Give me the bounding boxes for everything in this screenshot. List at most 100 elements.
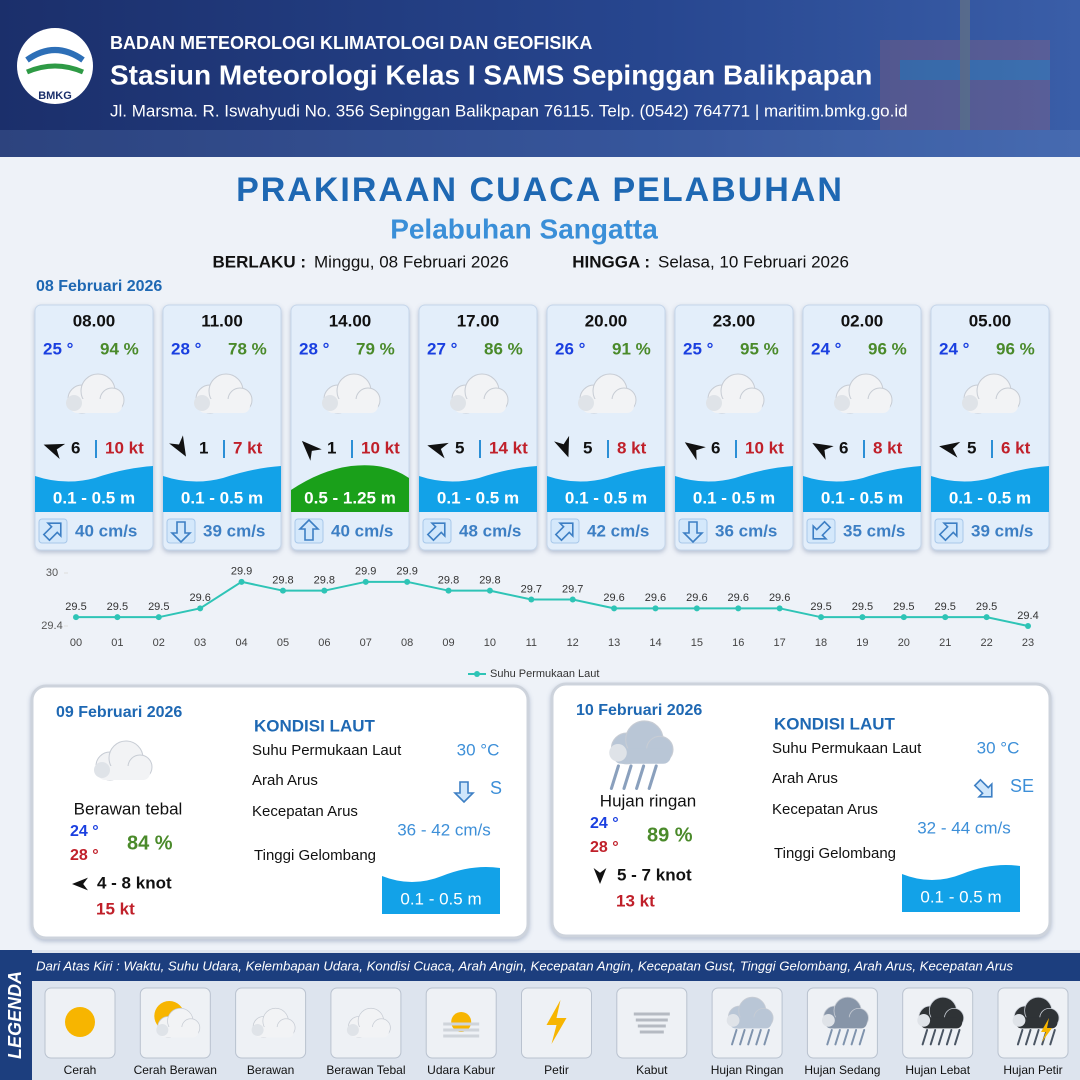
cloud-part bbox=[613, 748, 671, 764]
cloud-part bbox=[254, 1027, 294, 1038]
wave-height: 0.1 - 0.5 m bbox=[400, 889, 481, 908]
wind-arrow bbox=[939, 441, 961, 458]
sst-point bbox=[445, 587, 452, 594]
temperature: 26 ° bbox=[555, 339, 586, 358]
valid-to: Selasa, 10 Februari 2026 bbox=[658, 252, 849, 271]
time: 08.00 bbox=[73, 311, 116, 330]
current-speed: 35 cm/s bbox=[843, 521, 905, 540]
current-arrow bbox=[554, 522, 574, 542]
value-label: 29.7 bbox=[521, 583, 542, 595]
sst-point bbox=[776, 605, 783, 612]
value-label: 29.6 bbox=[645, 592, 666, 604]
wave-area bbox=[291, 465, 409, 512]
wave-height: 0.1 - 0.5 m bbox=[949, 488, 1031, 507]
temperature: 27 ° bbox=[427, 339, 458, 358]
sst-point bbox=[569, 596, 576, 603]
x-tick-label: 11 bbox=[526, 637, 537, 649]
legend-item: Berawan Tebal bbox=[326, 1063, 405, 1077]
cloud-part bbox=[609, 744, 627, 762]
wave-area bbox=[547, 466, 665, 512]
sst-point bbox=[114, 614, 121, 621]
cloud-icon bbox=[962, 373, 1021, 414]
cloud-part bbox=[920, 1017, 963, 1029]
sst: 30 °C bbox=[977, 738, 1020, 757]
current-dir-label: Arah Arus bbox=[772, 770, 838, 787]
agency: BADAN METEOROLOGI KLIMATOLOGI DAN GEOFIS… bbox=[110, 33, 592, 53]
temperature: 28 ° bbox=[299, 339, 330, 358]
current-dir-label: Arah Arus bbox=[252, 772, 318, 789]
cloud-part bbox=[582, 399, 634, 413]
humidity: 78 % bbox=[228, 339, 267, 358]
wind-speed: 6 bbox=[839, 438, 848, 457]
rain-line bbox=[921, 1029, 929, 1046]
cloud-icon bbox=[66, 373, 125, 414]
legend-heading: LEGENDA bbox=[5, 971, 25, 1059]
legend-item: Petir bbox=[544, 1063, 569, 1077]
rain-line bbox=[826, 1029, 833, 1046]
sst-line bbox=[76, 580, 1029, 627]
humidity: 86 % bbox=[484, 339, 523, 358]
rain-line bbox=[622, 764, 633, 790]
legend-item: Hujan Sedang bbox=[804, 1063, 880, 1077]
legend-item: Kabut bbox=[636, 1063, 668, 1077]
value-label: 29.6 bbox=[189, 592, 210, 604]
current-speed: 40 cm/s bbox=[331, 521, 393, 540]
cloud-icon bbox=[834, 373, 893, 414]
cloud-icon bbox=[156, 1007, 201, 1038]
cloud-part bbox=[578, 395, 594, 411]
gust: 6 kt bbox=[1001, 438, 1031, 457]
value-label: 29.9 bbox=[355, 566, 376, 578]
wind-speed: 6 bbox=[71, 438, 80, 457]
logo-arc bbox=[26, 63, 84, 75]
lightning bbox=[1041, 1018, 1052, 1042]
cloud-part bbox=[326, 399, 378, 413]
gust: 10 kt bbox=[745, 438, 784, 457]
x-tick-label: 23 bbox=[1022, 637, 1034, 649]
sst-point bbox=[942, 614, 949, 621]
current-speed-label: Kecepatan Arus bbox=[252, 803, 358, 820]
x-tick-label: 00 bbox=[70, 637, 82, 649]
logo-arc bbox=[25, 47, 85, 63]
cloud-part bbox=[66, 395, 82, 411]
wind-arrow bbox=[43, 443, 66, 459]
sst-point bbox=[528, 596, 535, 603]
wind-arrow bbox=[684, 442, 706, 461]
rain-line bbox=[1025, 1029, 1032, 1046]
wave-label: Tinggi Gelombang bbox=[774, 845, 896, 862]
value-label: 29.6 bbox=[603, 592, 624, 604]
legend-item: Udara Kabur bbox=[427, 1063, 495, 1077]
wave-area bbox=[675, 466, 793, 512]
title: PRAKIRAAN CUACA PELABUHAN bbox=[236, 171, 844, 209]
value-label: 29.5 bbox=[852, 601, 873, 613]
gust: 7 kt bbox=[233, 438, 263, 457]
sst-point bbox=[818, 614, 825, 621]
wave-area bbox=[902, 865, 1020, 912]
cloud-icon bbox=[94, 740, 153, 781]
wind-speed: 5 bbox=[967, 438, 976, 457]
wave-height: 0.1 - 0.5 m bbox=[53, 488, 135, 507]
x-tick-label: 09 bbox=[442, 637, 454, 649]
day1-date: 08 Februari 2026 bbox=[36, 278, 162, 295]
wind-speed: 5 bbox=[455, 438, 464, 457]
rain-line bbox=[647, 764, 658, 790]
sst-point bbox=[404, 578, 411, 585]
wave-area bbox=[382, 867, 500, 914]
wind-arrow bbox=[812, 443, 834, 460]
cloud-icon bbox=[726, 996, 774, 1029]
cloud-part bbox=[156, 1024, 169, 1036]
wind-arrow bbox=[593, 868, 607, 884]
rain-line bbox=[842, 1029, 849, 1046]
cloud-icon bbox=[194, 373, 253, 414]
rain-line bbox=[731, 1029, 738, 1046]
cloud-icon bbox=[251, 1007, 296, 1038]
cloud-icon bbox=[578, 373, 637, 414]
rain-line bbox=[747, 1029, 754, 1046]
sst-point bbox=[735, 605, 742, 612]
sst-point bbox=[900, 614, 907, 621]
header-band bbox=[0, 0, 1080, 157]
sst-point bbox=[197, 605, 204, 612]
rain-line bbox=[929, 1029, 937, 1046]
temperature: 24 ° bbox=[939, 339, 970, 358]
rain-line bbox=[858, 1029, 866, 1046]
